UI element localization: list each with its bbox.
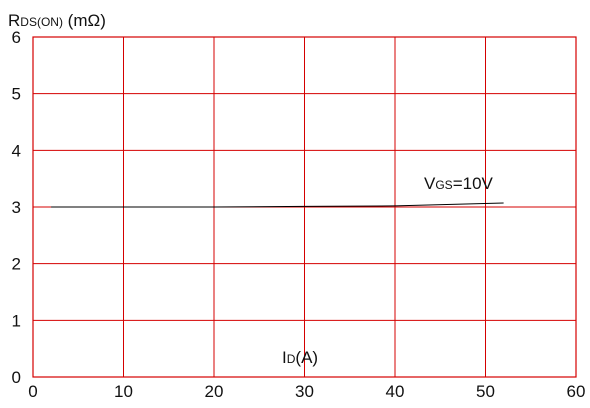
y-axis-label-unit: (mΩ): [63, 11, 106, 30]
y-axis-label-sub: DS(ON): [20, 15, 63, 29]
y-tick-labels: 0 1 2 3 4 5 6: [12, 28, 21, 387]
annotation-sub: GS: [435, 178, 452, 192]
x-axis-label-sub: D: [287, 352, 296, 366]
x-tick-label-6: 60: [567, 382, 586, 401]
y-tick-label-4: 4: [12, 141, 21, 160]
annotation-value: =10V: [453, 174, 494, 193]
y-axis-label-main: R: [8, 11, 20, 30]
annotation-main: V: [424, 174, 436, 193]
x-tick-label-0: 0: [28, 382, 37, 401]
series-line-0: [51, 202, 504, 208]
y-axis-label: RDS(ON) (mΩ): [8, 11, 106, 30]
y-tick-label-3: 3: [12, 198, 21, 217]
y-tick-label-0: 0: [12, 368, 21, 387]
series-annotation: VGS=10V: [424, 174, 494, 193]
x-axis-label-unit: (A): [295, 348, 318, 367]
x-tick-label-4: 40: [386, 382, 405, 401]
plot-border: [32, 36, 577, 378]
y-tick-label-5: 5: [12, 85, 21, 104]
x-tick-label-3: 30: [295, 382, 314, 401]
plot-frame: [32, 36, 577, 378]
y-tick-label-2: 2: [12, 255, 21, 274]
x-tick-label-1: 10: [114, 382, 133, 401]
series-lines: [51, 202, 504, 208]
x-axis-label-main: I: [282, 348, 287, 367]
x-tick-label-2: 20: [205, 382, 224, 401]
x-tick-labels: 0 10 20 30 40 50 60: [28, 382, 585, 401]
y-tick-label-6: 6: [12, 28, 21, 47]
x-tick-label-5: 50: [476, 382, 495, 401]
x-axis-label: ID(A): [282, 348, 318, 367]
y-tick-label-1: 1: [12, 311, 21, 330]
